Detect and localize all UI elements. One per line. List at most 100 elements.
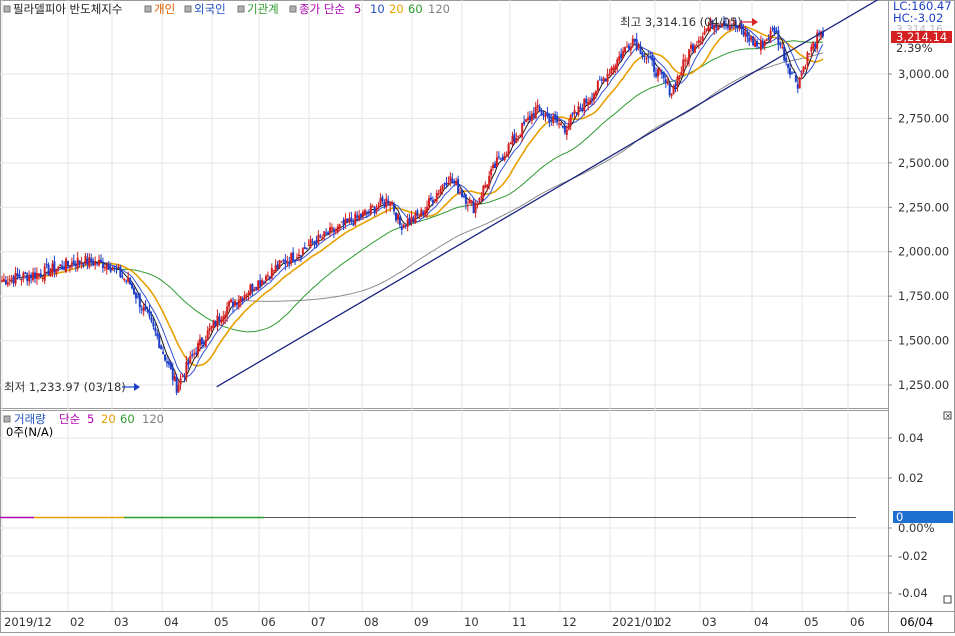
candle-body	[756, 41, 759, 47]
legend-individual[interactable]: 개인	[154, 2, 175, 16]
candle-body	[645, 57, 648, 60]
legend-period-5[interactable]: 5	[354, 2, 361, 16]
legend-institution[interactable]: 기관계	[247, 2, 279, 16]
volume-legend-marker[interactable]	[3, 415, 11, 423]
candle-body	[82, 263, 85, 267]
candle-body	[123, 278, 126, 280]
legend-period-120[interactable]: 120	[428, 2, 450, 16]
candle-body	[270, 267, 273, 279]
candle-body	[173, 376, 176, 382]
candle-body	[286, 261, 289, 263]
candle-body	[763, 40, 766, 46]
candle-body	[719, 25, 722, 27]
candle-body	[472, 201, 475, 214]
volume-legend-period-5[interactable]: 5	[87, 412, 94, 426]
legend-marker-sma[interactable]	[289, 5, 297, 13]
candle-body	[90, 258, 93, 263]
candle-body	[346, 218, 349, 222]
volume-legend-name[interactable]: 거래량	[14, 412, 46, 426]
x-tick-label: 12	[562, 615, 577, 629]
candle-body	[792, 71, 795, 73]
candle-body	[96, 263, 99, 265]
candle-body	[534, 106, 537, 119]
x-axis-scroll-button[interactable]	[943, 595, 952, 604]
legend-sma-label[interactable]: 종가 단순	[299, 2, 345, 16]
volume-legend-period-120[interactable]: 120	[142, 412, 164, 426]
price-gridlines	[0, 73, 888, 386]
candle-body	[691, 44, 694, 52]
candle-body	[288, 262, 291, 265]
candle-body	[363, 210, 366, 215]
candle-body	[794, 75, 797, 82]
candle-body	[369, 205, 372, 215]
legend-period-60[interactable]: 60	[408, 2, 423, 16]
candle-body	[608, 74, 611, 76]
candle-body	[670, 94, 673, 96]
candle-body	[639, 47, 642, 55]
candle-body	[604, 79, 607, 82]
x-tick-label: 03	[702, 615, 717, 629]
legend-marker-institution[interactable]	[237, 5, 245, 13]
legend-period-20[interactable]: 20	[389, 2, 404, 16]
price-tick-label: 2,750.00	[898, 111, 949, 125]
legend-foreign[interactable]: 외국인	[194, 2, 226, 16]
candle-body	[589, 99, 592, 105]
close-icon[interactable]: ×	[945, 412, 951, 420]
candle-body	[497, 156, 500, 158]
volume-legend-period-60[interactable]: 60	[120, 412, 135, 426]
candle-body	[94, 261, 97, 265]
candle-body	[676, 76, 679, 86]
volume-legend-period-20[interactable]: 20	[101, 412, 116, 426]
candle-body	[154, 327, 157, 332]
candle-body	[115, 268, 118, 270]
legend-marker-individual[interactable]	[144, 5, 152, 13]
candle-body	[181, 376, 184, 378]
candle-body	[214, 321, 217, 326]
candle-body	[686, 60, 689, 62]
candle-body	[109, 268, 112, 272]
candle-body	[160, 345, 163, 350]
candle-body	[230, 299, 233, 303]
legend-period-10[interactable]: 10	[370, 2, 385, 16]
candle-body	[222, 316, 225, 322]
candle-body	[499, 158, 502, 160]
trendline[interactable]	[216, 0, 886, 388]
x-tick-label: 04	[754, 615, 769, 629]
candle-body	[367, 211, 370, 213]
volume-legend-sma[interactable]: 단순	[59, 412, 80, 426]
candle-body	[569, 114, 572, 126]
candle-body	[356, 215, 359, 218]
candle-body	[658, 69, 661, 71]
candle-body	[711, 20, 714, 29]
candle-body	[470, 200, 473, 203]
candle-body	[688, 49, 691, 61]
legend-marker-foreign[interactable]	[184, 5, 192, 13]
legend-name[interactable]: 필라델피아 반도체지수	[13, 2, 122, 16]
lc-label: LC:160.47	[893, 0, 952, 13]
candle-body	[175, 376, 178, 393]
volume-panel-close-button[interactable]	[943, 411, 952, 420]
candle-body	[618, 56, 621, 61]
candle-body	[757, 47, 760, 49]
legend-marker[interactable]	[3, 5, 11, 13]
candle-body	[233, 300, 236, 306]
candle-body	[152, 321, 155, 327]
candle-body	[45, 263, 48, 266]
candle-body	[371, 206, 374, 208]
candle-body	[437, 193, 440, 195]
candle-body	[627, 45, 630, 49]
candle-body	[653, 58, 656, 72]
candle-body	[441, 184, 444, 190]
candle-body	[1, 280, 3, 283]
candle-body	[822, 32, 825, 36]
candle-body	[633, 38, 636, 42]
candle-body	[420, 209, 423, 216]
candle-body	[804, 67, 807, 69]
candle-body	[43, 266, 46, 281]
candle-body	[678, 75, 681, 80]
candle-body	[507, 144, 510, 155]
candle-body	[98, 259, 101, 266]
candle-body	[523, 121, 526, 125]
x-tick-label: 06	[850, 615, 865, 629]
candle-body	[179, 378, 182, 385]
